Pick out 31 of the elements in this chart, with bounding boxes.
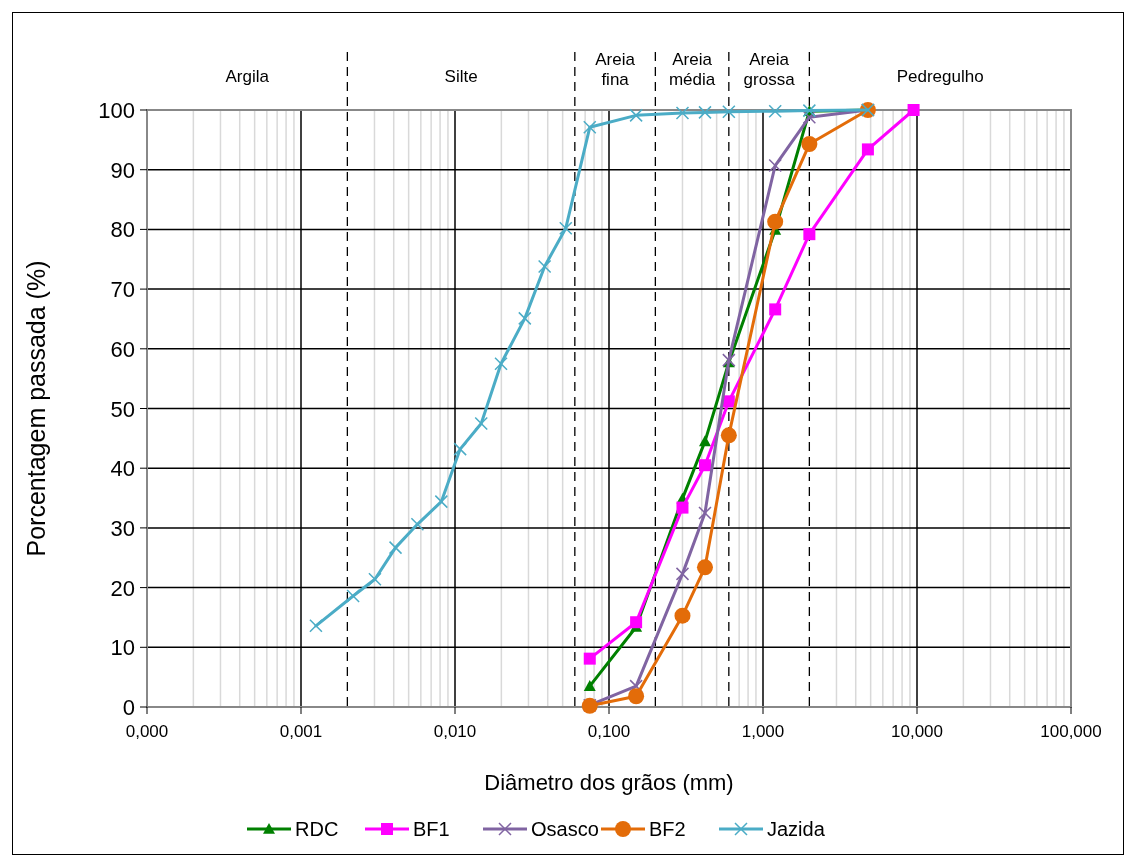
y-axis-title: Porcentagem passada (%)	[22, 260, 50, 557]
x-tick-label: 100,000	[1040, 722, 1102, 741]
text: Areia média	[668, 50, 716, 89]
y-tick-label: 10	[110, 635, 135, 661]
text: Argila	[225, 67, 270, 86]
y-tick-label: 0	[122, 695, 135, 720]
y-tick-label: 70	[110, 277, 135, 303]
x-tick-label: 10,000	[891, 722, 943, 741]
legend-label: Jazida	[767, 818, 826, 840]
y-tick-label: 40	[110, 456, 135, 482]
x-tick-label: 0,100	[587, 722, 631, 741]
text: Silte	[444, 67, 478, 86]
text: Pedregulho	[896, 67, 984, 86]
x-tick-label: 0,010	[433, 722, 477, 741]
y-tick-label: 80	[110, 217, 135, 243]
y-tick-label: 20	[110, 575, 135, 601]
x-axis-title: Diâmetro dos grãos (mm)	[484, 770, 734, 795]
x-tick-label: 0,000	[125, 722, 169, 741]
legend-label: Osasco	[531, 818, 599, 840]
y-tick-label: 60	[110, 336, 135, 362]
legend-label: BF1	[413, 818, 450, 840]
legend-label: RDC	[295, 818, 339, 840]
text: Areia grossa	[743, 50, 796, 89]
x-tick-label: 1,000	[741, 722, 785, 741]
y-tick-label: 30	[110, 515, 135, 541]
legend-label: BF2	[649, 818, 686, 840]
x-tick-label: 0,001	[279, 722, 323, 741]
y-tick-label: 50	[110, 396, 135, 422]
y-tick-label: 100	[98, 98, 135, 123]
y-tick-label: 90	[110, 157, 135, 183]
text: Areia fina	[595, 50, 636, 89]
